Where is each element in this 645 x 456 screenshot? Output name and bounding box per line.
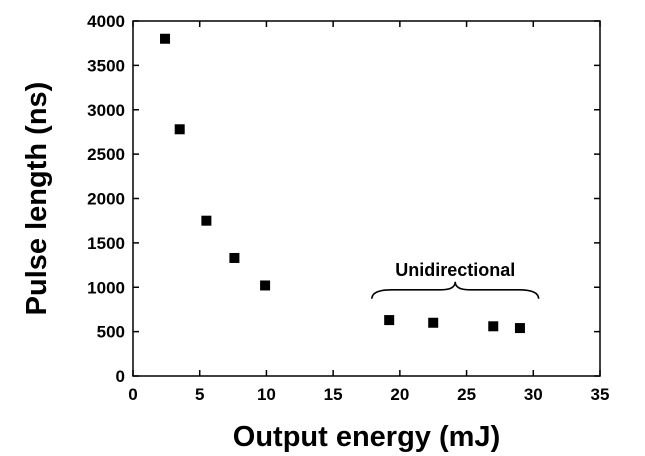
y-tick-label: 1000	[87, 278, 125, 297]
x-tick-label: 20	[390, 385, 409, 404]
y-tick-label: 500	[97, 323, 125, 342]
annotation-label: Unidirectional	[395, 260, 515, 280]
y-tick-label: 3500	[87, 56, 125, 75]
data-point	[488, 321, 499, 332]
x-tick-label: 10	[257, 385, 276, 404]
axis-ticks: 0 5 10 15 20 25 30 35 0 500 1000 1500 2000 2500 3000 35…	[87, 12, 609, 404]
y-tick-label: 2000	[87, 190, 125, 209]
x-tick-label: 35	[591, 385, 610, 404]
data-point	[384, 315, 395, 326]
annotation-brace	[371, 281, 540, 299]
plot-axes	[132, 20, 601, 377]
data-point	[514, 323, 525, 334]
unidirectional-annotation: Unidirectional	[371, 260, 540, 299]
y-tick-label: 1500	[87, 234, 125, 253]
x-tick-label: 25	[457, 385, 476, 404]
y-tick-label: 2500	[87, 145, 125, 164]
x-tick-label: 5	[195, 385, 204, 404]
x-tick-label: 0	[128, 385, 137, 404]
y-tick-label: 0	[116, 367, 125, 386]
y-tick-label: 4000	[87, 12, 125, 31]
plot-frame	[132, 20, 601, 377]
x-axis-title: Output energy (mJ)	[233, 421, 500, 453]
data-point	[160, 33, 171, 44]
x-tick-label: 30	[524, 385, 543, 404]
data-point	[428, 317, 439, 328]
data-point	[260, 280, 271, 291]
y-axis-title: Pulse length (ns)	[21, 82, 53, 316]
data-point	[174, 124, 185, 135]
y-tick-label: 3000	[87, 101, 125, 120]
data-points	[160, 33, 525, 334]
x-tick-label: 15	[324, 385, 343, 404]
data-point	[201, 215, 212, 226]
data-point	[229, 252, 240, 263]
